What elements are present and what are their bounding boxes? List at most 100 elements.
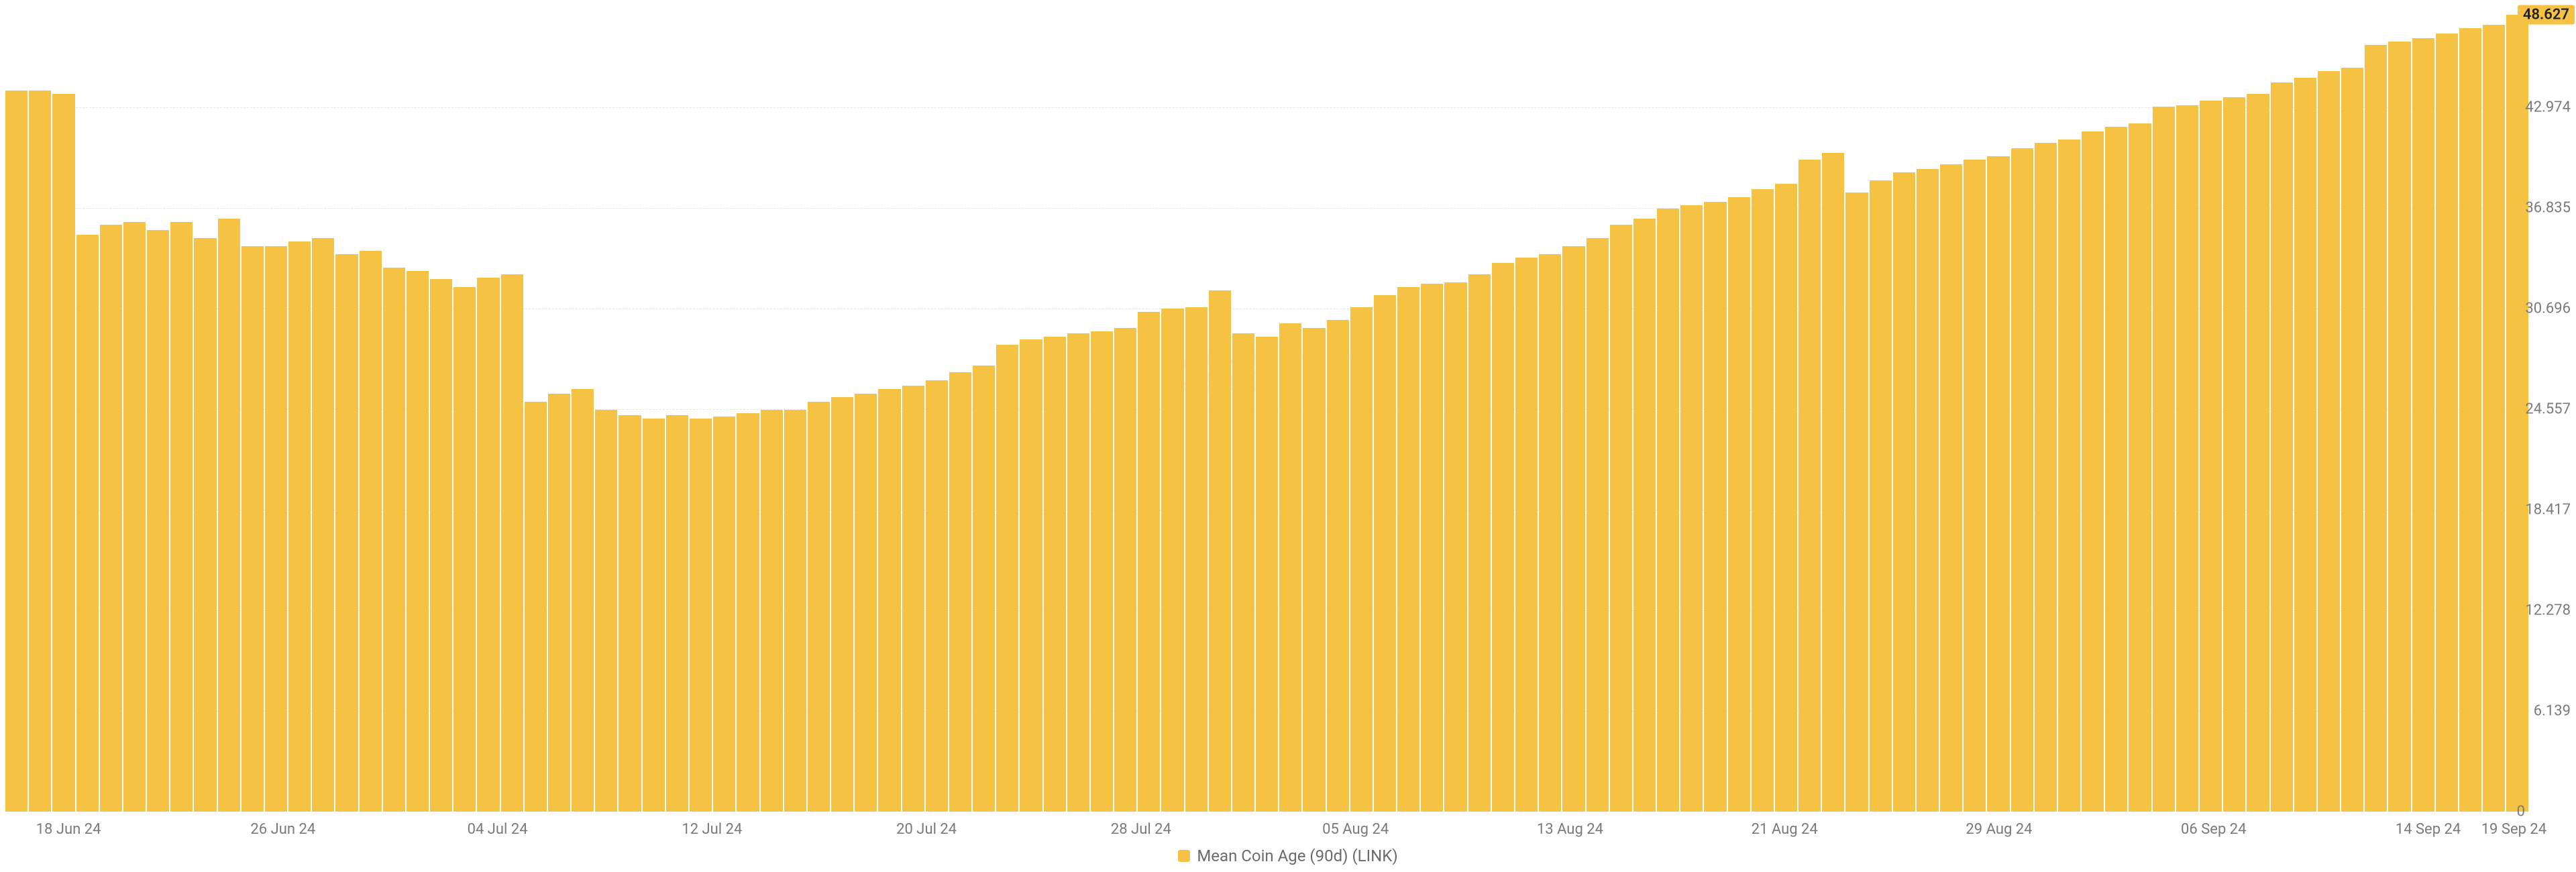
bar[interactable] bbox=[123, 222, 146, 812]
bar[interactable] bbox=[147, 230, 169, 812]
bar[interactable] bbox=[453, 287, 476, 812]
bar[interactable] bbox=[831, 397, 853, 812]
bar[interactable] bbox=[1468, 274, 1491, 812]
bar[interactable] bbox=[1256, 337, 1278, 812]
bar[interactable] bbox=[1303, 328, 1325, 812]
bar[interactable] bbox=[2129, 123, 2151, 812]
bar[interactable] bbox=[1917, 169, 1939, 812]
bar[interactable] bbox=[312, 238, 334, 812]
bar[interactable] bbox=[1185, 307, 1208, 812]
bar[interactable] bbox=[1279, 323, 1301, 812]
bar[interactable] bbox=[2318, 71, 2340, 812]
bar[interactable] bbox=[1397, 287, 1419, 812]
bar[interactable] bbox=[1492, 263, 1514, 812]
bar[interactable] bbox=[2294, 78, 2316, 812]
bar[interactable] bbox=[2200, 101, 2222, 812]
bar[interactable] bbox=[949, 372, 971, 812]
bar[interactable] bbox=[572, 389, 594, 812]
bar[interactable] bbox=[1067, 333, 1089, 812]
bar[interactable] bbox=[902, 386, 924, 812]
bar[interactable] bbox=[2247, 94, 2269, 812]
bar[interactable] bbox=[737, 413, 759, 812]
bar[interactable] bbox=[2436, 34, 2458, 812]
bar[interactable] bbox=[996, 345, 1018, 812]
bar[interactable] bbox=[878, 389, 900, 812]
bar[interactable] bbox=[1610, 225, 1632, 812]
bar[interactable] bbox=[1209, 290, 1231, 812]
bar[interactable] bbox=[595, 410, 617, 812]
bar[interactable] bbox=[501, 274, 523, 812]
bar[interactable] bbox=[855, 394, 877, 812]
bar[interactable] bbox=[1633, 219, 1656, 812]
bar[interactable] bbox=[241, 246, 264, 812]
bar[interactable] bbox=[808, 402, 830, 812]
bar[interactable] bbox=[194, 238, 216, 812]
bar[interactable] bbox=[1114, 328, 1136, 812]
bar[interactable] bbox=[335, 254, 358, 812]
bar[interactable] bbox=[2035, 143, 2057, 812]
bar[interactable] bbox=[2153, 107, 2175, 812]
bar[interactable] bbox=[973, 366, 995, 812]
bar[interactable] bbox=[2483, 25, 2505, 812]
bar[interactable] bbox=[1327, 320, 1349, 812]
bar[interactable] bbox=[1562, 246, 1585, 812]
bar[interactable] bbox=[1091, 331, 1113, 812]
bar[interactable] bbox=[926, 380, 948, 812]
bar[interactable] bbox=[619, 415, 641, 812]
bar[interactable] bbox=[2176, 105, 2198, 812]
bar[interactable] bbox=[2105, 127, 2127, 812]
bar[interactable] bbox=[1704, 202, 1726, 812]
bar[interactable] bbox=[288, 241, 311, 812]
bar[interactable] bbox=[430, 279, 452, 812]
bar[interactable] bbox=[1232, 333, 1254, 812]
bar[interactable] bbox=[643, 419, 665, 812]
bar[interactable] bbox=[548, 394, 570, 812]
bar[interactable] bbox=[1893, 172, 1915, 812]
bar[interactable] bbox=[1515, 258, 1538, 812]
bar[interactable] bbox=[360, 251, 382, 812]
bar[interactable] bbox=[265, 246, 287, 812]
bar[interactable] bbox=[2058, 140, 2080, 812]
bar[interactable] bbox=[52, 94, 74, 812]
bar[interactable] bbox=[29, 91, 51, 812]
bar[interactable] bbox=[1444, 282, 1466, 812]
bar[interactable] bbox=[1728, 197, 1750, 812]
bar[interactable] bbox=[1374, 295, 1396, 812]
bar[interactable] bbox=[2011, 148, 2033, 812]
bar[interactable] bbox=[525, 402, 547, 812]
bar[interactable] bbox=[170, 222, 193, 812]
bar[interactable] bbox=[1421, 284, 1443, 812]
bar[interactable] bbox=[2341, 68, 2363, 812]
bar[interactable] bbox=[1657, 209, 1679, 812]
bar[interactable] bbox=[1964, 160, 1986, 812]
bar[interactable] bbox=[407, 271, 429, 812]
bar[interactable] bbox=[383, 268, 405, 812]
bar[interactable] bbox=[2082, 131, 2104, 812]
bar[interactable] bbox=[1044, 337, 1066, 812]
bar[interactable] bbox=[2388, 42, 2410, 812]
bar[interactable] bbox=[1799, 160, 1821, 812]
bar[interactable] bbox=[5, 91, 28, 812]
bar[interactable] bbox=[1138, 312, 1160, 812]
bar[interactable] bbox=[1161, 309, 1183, 812]
bar[interactable] bbox=[1987, 156, 2009, 812]
bar[interactable] bbox=[1587, 238, 1609, 812]
bar[interactable] bbox=[76, 235, 99, 812]
bar[interactable] bbox=[761, 410, 783, 812]
bar[interactable] bbox=[2365, 45, 2387, 812]
bar[interactable] bbox=[1870, 180, 1892, 812]
bar[interactable] bbox=[2271, 83, 2293, 812]
bar[interactable] bbox=[2412, 38, 2434, 812]
bar[interactable] bbox=[2223, 97, 2245, 812]
bar[interactable] bbox=[1539, 254, 1561, 812]
bar[interactable] bbox=[1845, 193, 1868, 812]
bar[interactable] bbox=[1020, 339, 1042, 812]
bar[interactable] bbox=[1680, 205, 1703, 812]
bar[interactable] bbox=[1822, 153, 1844, 812]
bar[interactable] bbox=[1350, 307, 1373, 812]
bar[interactable] bbox=[100, 225, 122, 812]
bar[interactable] bbox=[784, 410, 806, 812]
bar[interactable] bbox=[2459, 28, 2481, 812]
bar[interactable] bbox=[218, 219, 240, 812]
bar[interactable] bbox=[690, 419, 712, 812]
